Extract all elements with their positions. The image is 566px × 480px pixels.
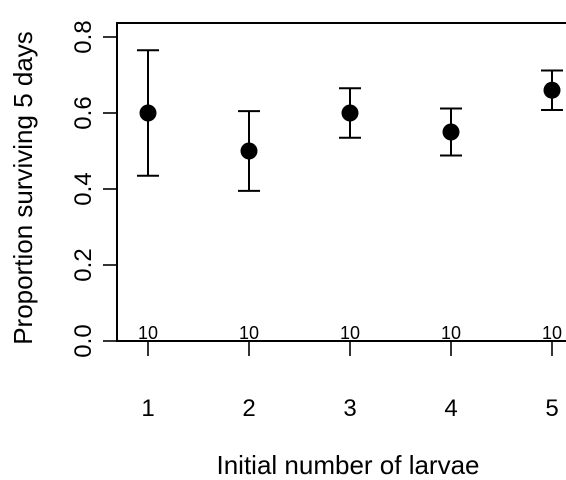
y-tick-label: 0.8 [70,20,97,53]
data-point [543,81,561,99]
y-axis-label: Proportion surviving 5 days [8,31,38,345]
x-tick-label: 1 [141,395,154,422]
y-tick-label: 0.4 [70,172,97,205]
x-axis: 1 2 3 4 5 [141,340,559,422]
sample-size-label: 10 [340,323,360,343]
y-tick-label: 0.0 [70,324,97,357]
plot-frame [116,22,566,342]
x-tick-label: 5 [545,395,558,422]
x-tick-label: 2 [242,395,255,422]
data-point [240,142,258,160]
data-point [341,104,359,122]
x-axis-label: Initial number of larvae [216,450,479,480]
data-point [139,104,157,122]
data-points [139,81,561,160]
x-tick-label: 3 [343,395,356,422]
sample-size-label: 10 [542,323,562,343]
sample-size-label: 10 [441,323,461,343]
sample-size-labels: 10 10 10 10 10 [138,323,562,343]
y-tick-label: 0.2 [70,248,97,281]
data-point [442,123,460,141]
x-tick-label: 4 [444,395,457,422]
sample-size-label: 10 [239,323,259,343]
sample-size-label: 10 [138,323,158,343]
y-tick-label: 0.6 [70,96,97,129]
y-axis: 0.0 0.2 0.4 0.6 0.8 [70,20,118,358]
